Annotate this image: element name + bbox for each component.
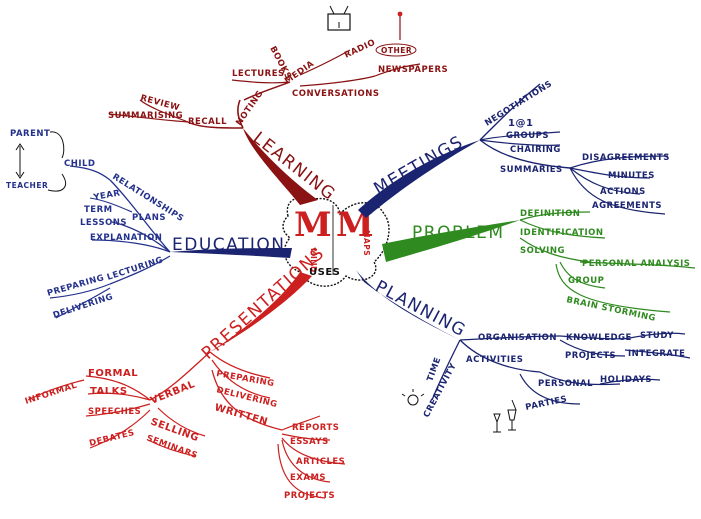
presentations-verbal: VERBAL (149, 379, 197, 407)
planning-projects: PROJECTS (565, 351, 616, 361)
learning-recall: RECALL (188, 117, 227, 127)
presentations-main-branch (210, 272, 312, 352)
education-explanation: EXPLANATION (90, 233, 162, 243)
relationship-arrow (47, 173, 66, 192)
education-child: CHILD (64, 159, 96, 169)
education-parent: PARENT (10, 129, 50, 139)
tv-icon (327, 5, 351, 31)
branch-education: EDUCATION RELATIONSHIPS CHILD PARENT TEA… (6, 129, 292, 321)
education-term: TERM (84, 205, 113, 215)
presentations-articles: ARTICLES (296, 457, 345, 467)
education-preparing: PREPARING (46, 273, 105, 299)
problem-main-branch (382, 220, 520, 262)
education-title: EDUCATION (172, 235, 285, 255)
education-plans: PLANS (132, 213, 166, 223)
meetings-main-branch (358, 140, 480, 218)
learning-summarising: SUMMARISING (108, 111, 183, 121)
presentations-debates: DEBATES (88, 428, 136, 449)
problem-title: PROBLEM (412, 223, 505, 243)
central-maps-label: MAPS (362, 230, 371, 256)
planning-holidays: HOLIDAYS (600, 375, 652, 385)
learning-newspapers: NEWSPAPERS (378, 65, 448, 75)
education-lecturing: LECTURING (106, 255, 165, 283)
problem-solving: SOLVING (520, 246, 565, 256)
presentations-essays: ESSAYS (290, 437, 329, 447)
problem-definition: DEFINITION (520, 209, 580, 219)
central-m-left: M (294, 205, 332, 245)
learning-lectures: LECTURES (232, 69, 285, 79)
presentations-speeches: SPEECHES (88, 407, 141, 417)
presentations-reports: REPORTS (292, 423, 339, 433)
education-main-branch (170, 248, 292, 258)
planning-knowledge: KNOWLEDGE (566, 333, 632, 343)
planning-title: PLANNING (372, 277, 470, 342)
meetings-disagreements: DISAGREEMENTS (582, 153, 670, 163)
education-teacher: TEACHER (6, 181, 48, 190)
education-lessons: LESSONS (80, 218, 127, 228)
planning-integrate: INTEGRATE (628, 349, 685, 359)
meetings-title: MEETINGS (371, 132, 468, 199)
planning-parties: PARTIES (525, 394, 569, 413)
presentations-informal: INFORMAL (24, 381, 79, 407)
presentations-formal: FORMAL (88, 368, 138, 379)
relationship-arrow (49, 131, 65, 159)
meetings-summaries: SUMMARIES (500, 165, 563, 175)
central-mind-label: MIND (309, 248, 318, 273)
problem-group: GROUP (568, 276, 604, 286)
central-image: M M MIND MAPS USES (282, 197, 390, 287)
radio-mast-icon (397, 11, 403, 40)
presentations-title: PRESENTATIONS (198, 243, 329, 364)
branch-meetings: MEETINGS NEGOTIATIONS 1@1 GROUPS CHAIRIN… (358, 79, 670, 218)
learning-main-branch (243, 128, 318, 205)
meetings-one-to-one: 1@1 (508, 118, 533, 129)
meetings-minutes: MINUTES (608, 171, 655, 181)
learning-other: OTHER (381, 46, 412, 55)
meetings-groups: GROUPS (506, 131, 549, 141)
branch-planning: PLANNING ORGANISATION KNOWLEDGE STUDY PR… (356, 270, 691, 433)
presentations-exams: EXAMS (290, 473, 326, 483)
presentations-projects: PROJECTS (284, 491, 335, 501)
learning-conversations: CONVERSATIONS (292, 89, 379, 99)
planning-organisation: ORGANISATION (478, 333, 557, 343)
meetings-actions: ACTIONS (600, 187, 646, 197)
learning-noting: NOTING (234, 89, 265, 128)
planning-creativity: CREATIVITY (422, 361, 459, 419)
planning-activities: ACTIVITIES (466, 355, 523, 365)
presentations-talks: TALKS (90, 386, 128, 397)
meetings-agreements: AGREEMENTS (592, 201, 662, 211)
central-uses-label: USES (309, 267, 340, 278)
learning-radio: RADIO (343, 38, 377, 61)
problem-identification: IDENTIFICATION (520, 228, 604, 238)
lightbulb-icon (401, 389, 425, 406)
education-year: YEAR (92, 188, 121, 203)
meetings-chairing: CHAIRING (510, 145, 561, 155)
planning-personal: PERSONAL (538, 379, 593, 389)
problem-personal-analysis: PERSONAL ANALYSIS (582, 259, 690, 269)
planning-study: STUDY (640, 331, 674, 341)
party-glasses-icon (493, 399, 517, 433)
